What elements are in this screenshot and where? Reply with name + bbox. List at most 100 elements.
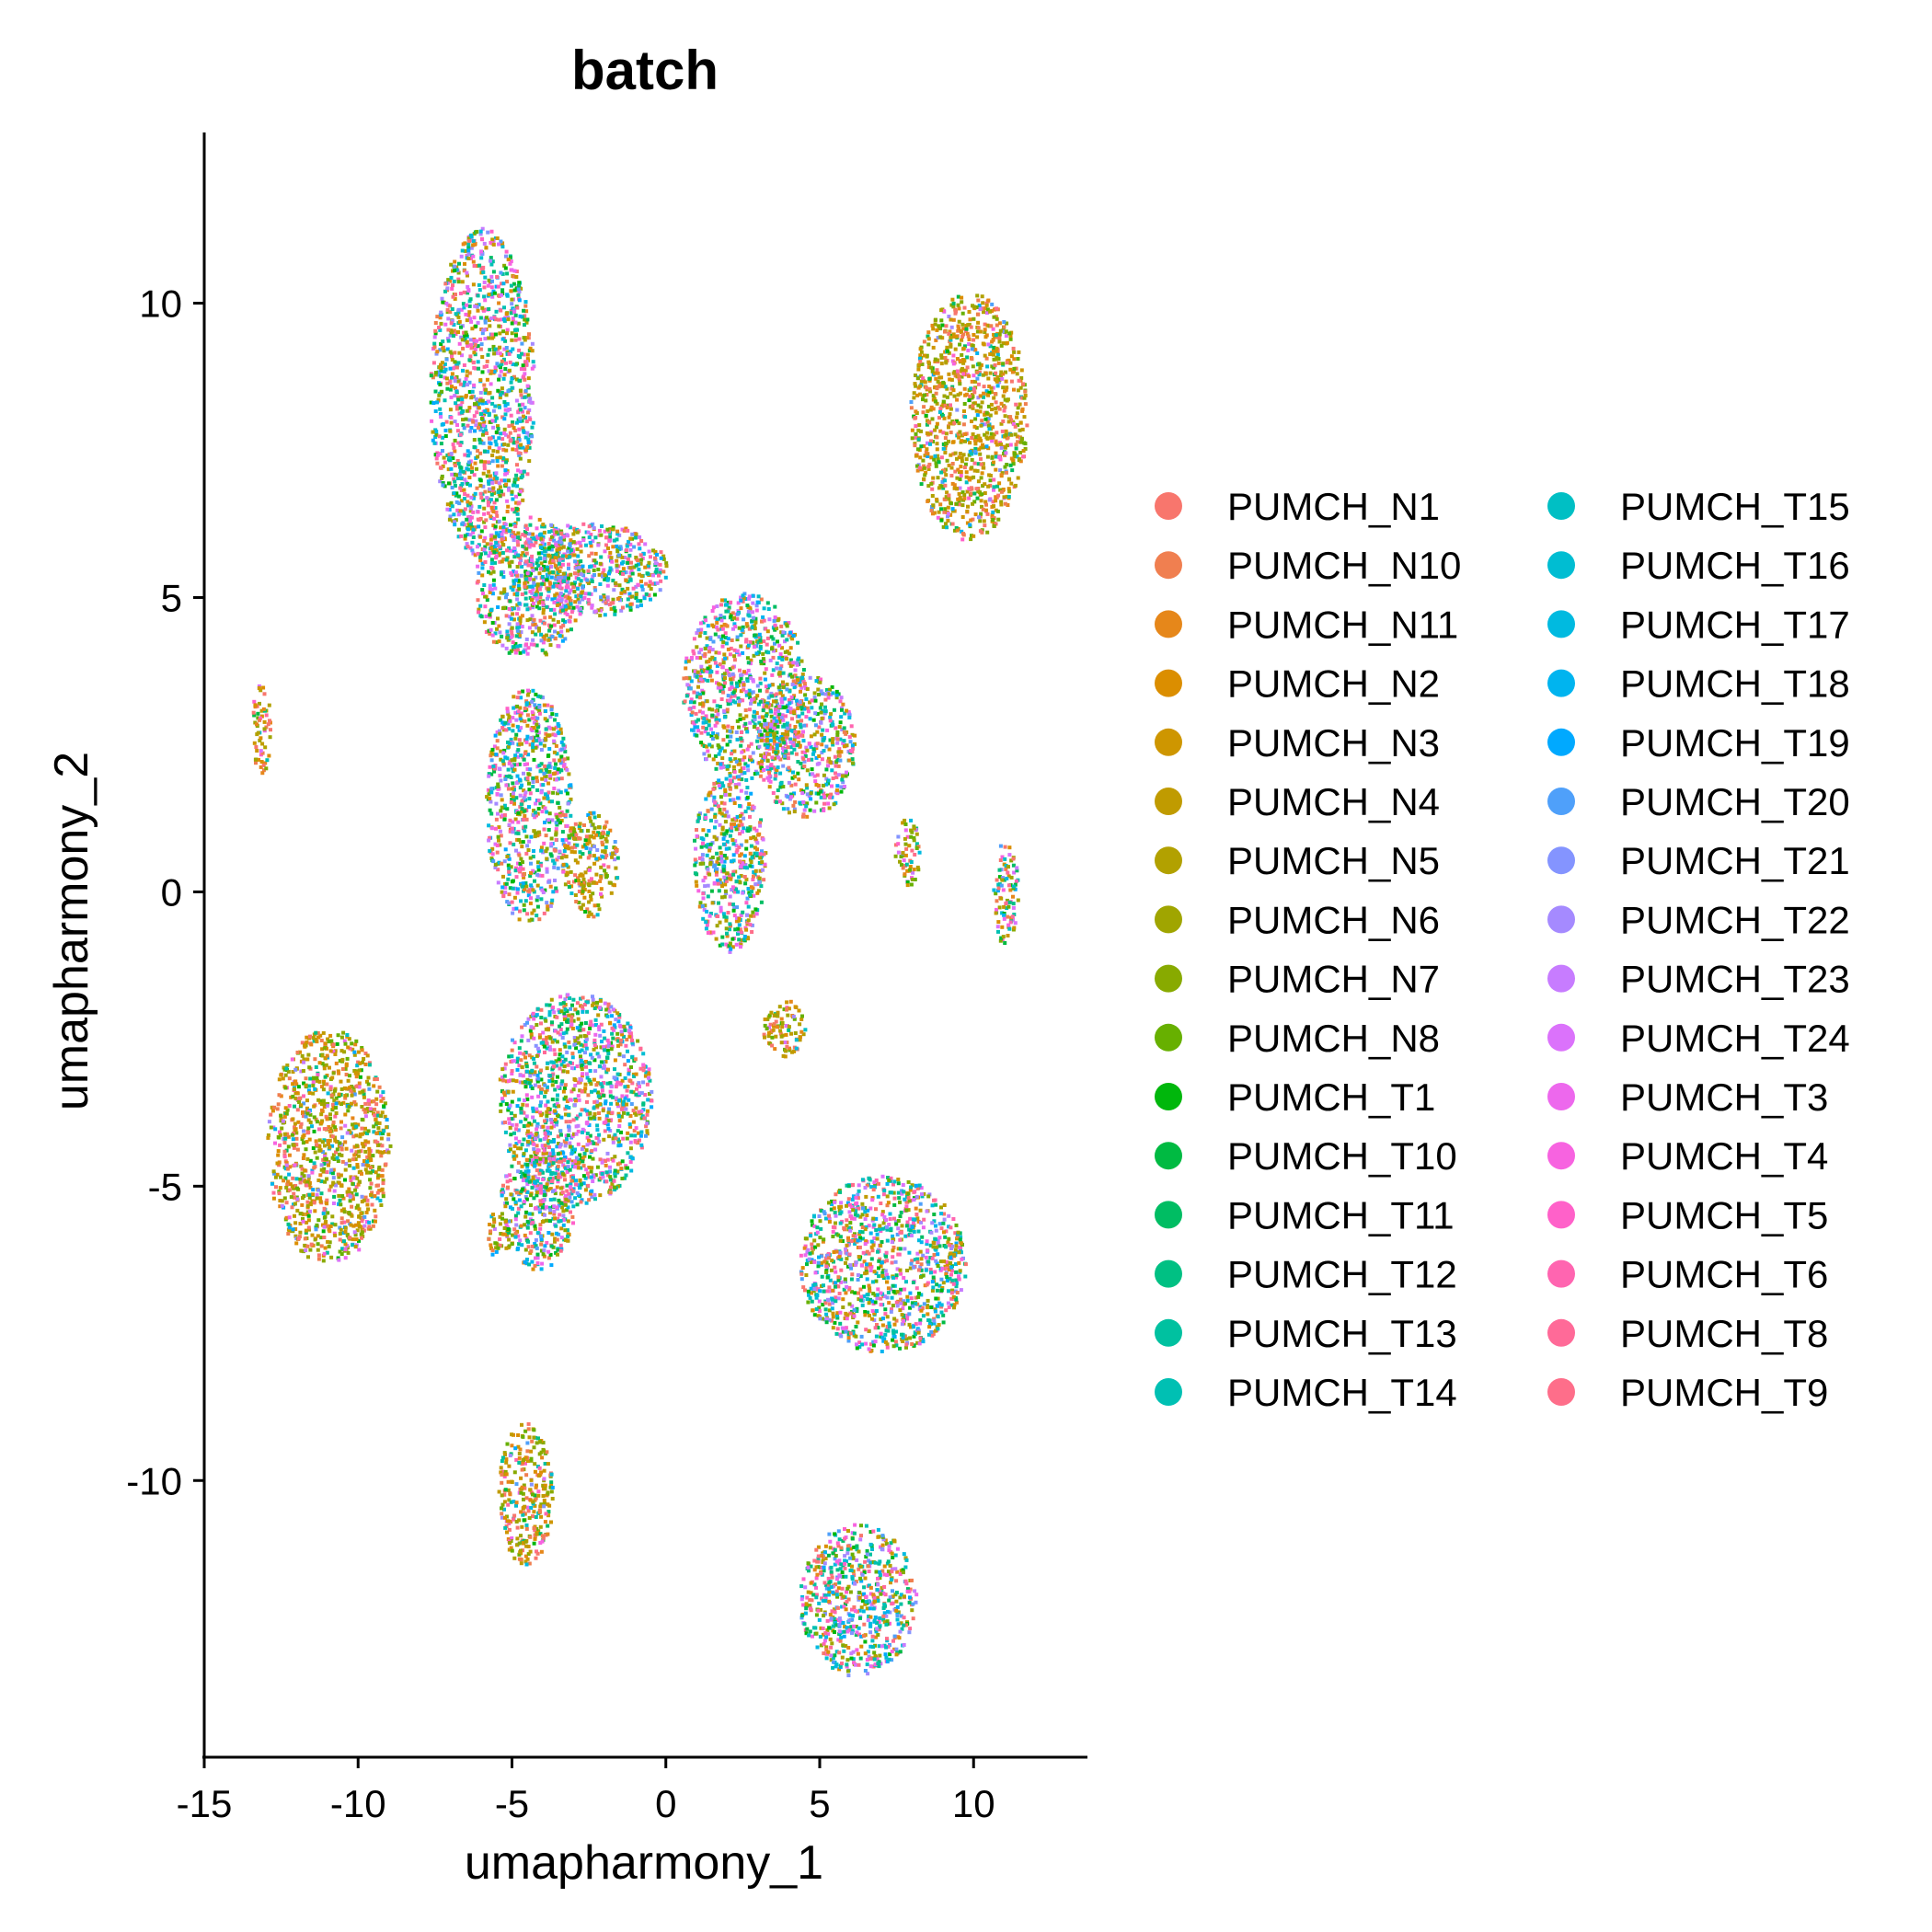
data-point: [506, 711, 511, 716]
data-point: [724, 918, 729, 923]
data-point: [726, 702, 730, 707]
data-point: [511, 535, 515, 539]
data-point: [720, 627, 725, 631]
data-point: [498, 729, 501, 733]
data-point: [721, 724, 726, 729]
data-point: [524, 362, 529, 367]
data-point: [640, 587, 645, 592]
data-point: [500, 759, 505, 764]
data-point: [508, 759, 512, 764]
data-point: [545, 565, 549, 569]
data-point: [728, 739, 732, 743]
data-point: [779, 630, 784, 635]
data-point: [796, 771, 800, 776]
data-point: [796, 735, 800, 740]
data-point: [762, 777, 766, 782]
data-point: [444, 376, 449, 381]
data-point: [706, 843, 710, 847]
data-point: [445, 386, 450, 391]
data-point: [504, 254, 508, 259]
data-point: [727, 605, 731, 610]
data-point: [494, 309, 499, 314]
data-point: [527, 788, 532, 792]
data-point: [738, 769, 742, 774]
data-point: [445, 307, 450, 312]
data-point: [503, 720, 508, 725]
data-point: [464, 330, 468, 335]
data-point: [786, 732, 790, 737]
data-point: [792, 747, 797, 752]
data-point: [800, 673, 805, 676]
data-point: [468, 483, 472, 488]
data-point: [725, 734, 730, 739]
data-point: [794, 752, 799, 756]
data-point: [749, 676, 753, 681]
data-point: [703, 730, 707, 734]
data-point: [746, 887, 751, 891]
data-point: [569, 849, 574, 854]
data-point: [718, 808, 722, 811]
data-point: [849, 724, 854, 729]
data-point: [805, 706, 810, 710]
data-point: [493, 439, 498, 443]
data-point: [756, 833, 761, 837]
data-point: [489, 498, 493, 502]
data-point: [482, 463, 487, 467]
data-point: [558, 584, 562, 589]
data-point: [713, 723, 718, 728]
data-point: [491, 859, 496, 864]
data-point: [724, 776, 729, 781]
data-point: [573, 845, 578, 849]
data-point: [488, 765, 492, 769]
data-point: [525, 713, 530, 718]
data-point: [603, 825, 606, 830]
data-point: [546, 794, 549, 799]
data-point: [512, 906, 516, 911]
data-point: [831, 742, 835, 747]
data-point: [553, 637, 558, 641]
data-point: [811, 749, 816, 753]
data-point: [730, 937, 735, 941]
data-point: [737, 775, 742, 779]
data-point: [476, 360, 480, 364]
data-point: [823, 705, 827, 709]
data-point: [566, 549, 570, 554]
data-point: [478, 232, 483, 236]
data-point: [511, 723, 515, 728]
data-point: [688, 700, 693, 705]
data-point: [501, 528, 506, 533]
data-point: [742, 670, 746, 674]
data-point: [444, 420, 449, 424]
data-point: [703, 884, 707, 889]
data-point: [760, 849, 764, 854]
data-point: [524, 738, 529, 742]
data-point: [568, 542, 572, 546]
data-point: [757, 876, 762, 880]
data-point: [472, 351, 477, 355]
data-point: [437, 365, 442, 370]
data-point: [502, 443, 507, 446]
data-point: [476, 308, 480, 313]
data-point: [783, 732, 788, 737]
data-point: [558, 761, 563, 765]
data-point: [564, 589, 569, 593]
data-point: [553, 563, 558, 568]
data-point: [736, 612, 740, 616]
data-point: [582, 823, 586, 827]
data-point: [537, 628, 541, 633]
data-point: [457, 472, 462, 477]
data-point: [752, 874, 755, 879]
data-point: [663, 575, 668, 580]
data-point: [552, 623, 557, 627]
data-point: [765, 759, 770, 763]
data-point: [542, 796, 546, 800]
data-point: [456, 512, 461, 517]
data-point: [555, 752, 559, 756]
data-point: [723, 793, 728, 797]
data-point: [498, 731, 502, 736]
data-point: [448, 310, 453, 315]
data-point: [459, 307, 464, 312]
data-point: [527, 626, 532, 630]
data-point: [549, 707, 554, 712]
data-point: [468, 519, 472, 523]
